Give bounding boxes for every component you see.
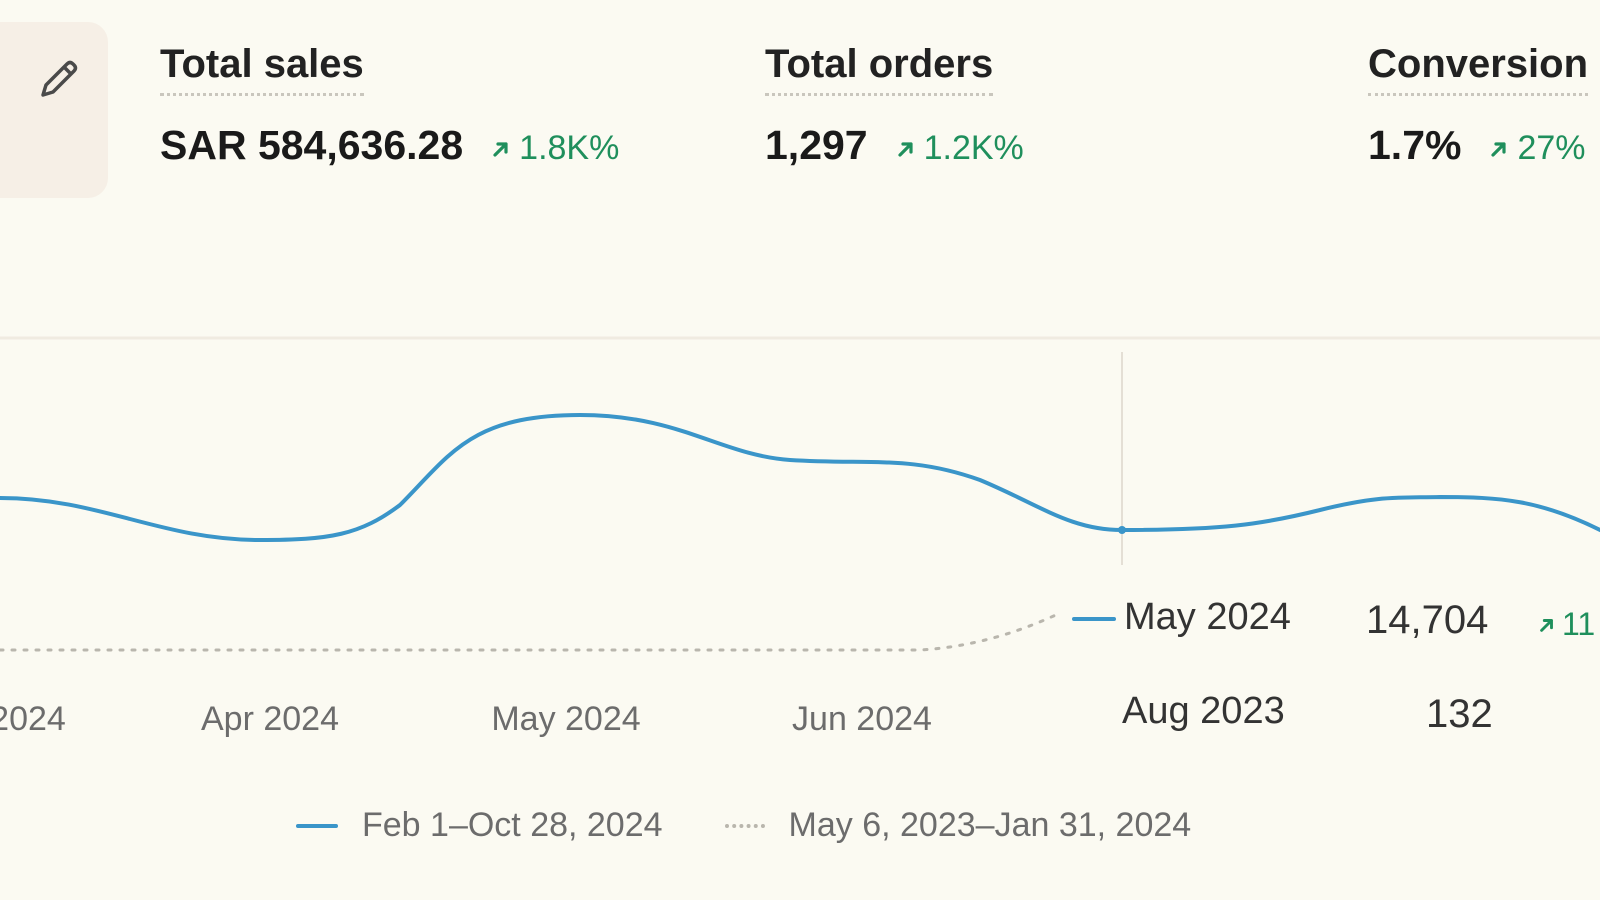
tooltip-previous-value: 132 [1426, 692, 1493, 736]
metric-change-conversion: 27% [1489, 129, 1586, 168]
series-current-line [0, 412, 1600, 543]
tooltip-current-change: 11 [1538, 606, 1595, 643]
tooltip-change-value: 11 [1562, 606, 1596, 642]
metric-title-total-orders[interactable]: Total orders [765, 42, 994, 96]
x-tick-label: Apr 2024 [201, 700, 339, 738]
arrow-up-right-icon [493, 142, 508, 157]
legend-item-previous[interactable]: May 6, 2023–Jan 31, 2024 [724, 806, 1192, 845]
tooltip-current-value: 14,704 [1366, 598, 1489, 642]
x-tick-label: May 2024 [491, 700, 641, 738]
metric-change-value: 1.8K% [519, 129, 620, 167]
metric-change-total-sales: 1.8K% [491, 129, 619, 168]
legend-item-current[interactable]: Feb 1–Oct 28, 2024 [296, 806, 663, 845]
edit-metrics-button[interactable] [0, 22, 108, 198]
arrow-up-right-icon [1540, 618, 1553, 632]
metric-title-conversion[interactable]: Conversion [1368, 42, 1589, 96]
arrow-up-right-icon [1491, 142, 1507, 157]
metric-title-total-sales[interactable]: Total sales [160, 42, 364, 96]
metric-total-sales: Total sales SAR 584,636.28 1.8K% [160, 42, 619, 169]
metric-conversion: Conversion 1.7% 27% [1368, 42, 1589, 169]
metric-total-orders: Total orders 1,297 1.2K% [765, 42, 1024, 169]
chart-legend: Feb 1–Oct 28, 2024 May 6, 2023–Jan 31, 2… [296, 806, 1191, 845]
x-tick-label: 2024 [0, 700, 66, 738]
hover-point [1118, 526, 1126, 534]
legend-dotted-swatch [724, 823, 765, 828]
x-tick-label: Jun 2024 [792, 700, 932, 738]
legend-label-current: Feb 1–Oct 28, 2024 [362, 806, 663, 844]
tooltip-previous-label: Aug 2023 [1122, 690, 1285, 732]
metric-value-total-sales: SAR 584,636.28 [160, 122, 464, 168]
series-previous-line [0, 611, 1062, 652]
metric-value-total-orders: 1,297 [765, 122, 868, 168]
metric-change-value: 27% [1517, 129, 1586, 167]
legend-label-previous: May 6, 2023–Jan 31, 2024 [788, 806, 1192, 844]
metric-change-total-orders: 1.2K% [896, 129, 1024, 168]
tooltip-current-swatch [1072, 617, 1116, 621]
metric-change-value: 1.2K% [923, 129, 1024, 167]
pencil-icon [41, 60, 78, 97]
legend-solid-swatch [296, 823, 338, 828]
metric-value-conversion: 1.7% [1368, 122, 1462, 168]
arrow-up-right-icon [898, 142, 913, 157]
tooltip-current-label: May 2024 [1124, 596, 1291, 638]
